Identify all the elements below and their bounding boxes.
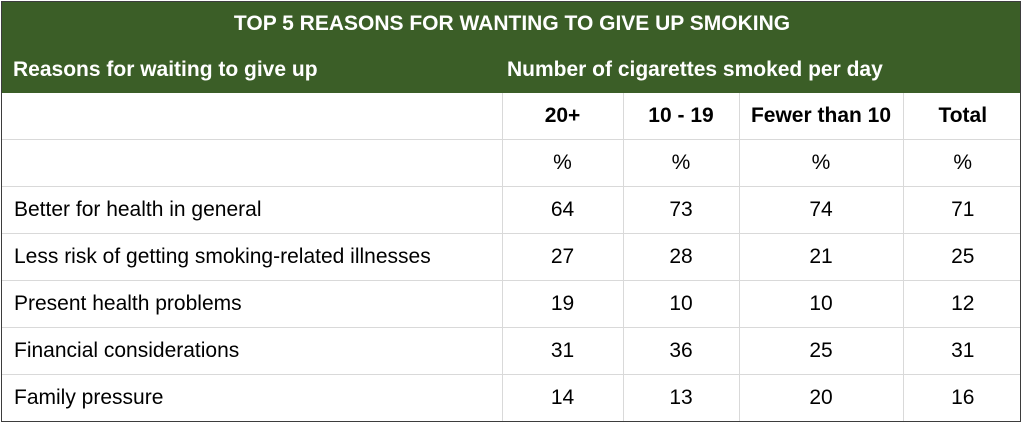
value-fewer-than-10: 10: [739, 280, 904, 328]
column-label-total: Total: [903, 93, 1020, 140]
value-total: 31: [903, 327, 1020, 375]
reasons-column-header: Reasons for waiting to give up: [2, 46, 502, 93]
table-row: Less risk of getting smoking-related ill…: [2, 233, 1020, 281]
value-10-19: 36: [623, 327, 740, 375]
table-row: Family pressure 14 13 20 16: [2, 374, 1020, 421]
value-total: 25: [903, 233, 1020, 281]
units-row: % % % %: [2, 139, 1020, 187]
reason-label: Financial considerations: [2, 327, 503, 375]
unit-percent: %: [623, 139, 740, 187]
table-row: Financial considerations 31 36 25 31: [2, 327, 1020, 375]
table-title: TOP 5 REASONS FOR WANTING TO GIVE UP SMO…: [2, 2, 1020, 46]
empty-cell: [2, 93, 503, 140]
reason-label: Present health problems: [2, 280, 503, 328]
value-10-19: 10: [623, 280, 740, 328]
value-total: 12: [903, 280, 1020, 328]
value-10-19: 28: [623, 233, 740, 281]
value-10-19: 13: [623, 374, 740, 421]
value-20-plus: 64: [502, 186, 624, 234]
value-20-plus: 31: [502, 327, 624, 375]
column-label-10-19: 10 - 19: [623, 93, 740, 140]
reason-label: Family pressure: [2, 374, 503, 421]
value-20-plus: 19: [502, 280, 624, 328]
column-labels-row: 20+ 10 - 19 Fewer than 10 Total: [2, 93, 1020, 140]
column-label-fewer-than-10: Fewer than 10: [739, 93, 904, 140]
unit-percent: %: [502, 139, 624, 187]
value-20-plus: 27: [502, 233, 624, 281]
value-fewer-than-10: 21: [739, 233, 904, 281]
value-fewer-than-10: 25: [739, 327, 904, 375]
column-label-20-plus: 20+: [502, 93, 624, 140]
unit-percent: %: [739, 139, 904, 187]
value-10-19: 73: [623, 186, 740, 234]
cigarettes-per-day-header: Number of cigarettes smoked per day: [502, 46, 1020, 93]
value-20-plus: 14: [502, 374, 624, 421]
value-total: 16: [951, 386, 975, 409]
value-fewer-than-10: 20: [739, 374, 904, 421]
unit-percent: %: [903, 139, 1020, 187]
empty-cell: [2, 139, 503, 187]
reason-label: Better for health in general: [2, 186, 503, 234]
value-fewer-than-10: 74: [739, 186, 904, 234]
table-row: Present health problems 19 10 10 12: [2, 280, 1020, 328]
value-total: 71: [903, 186, 1020, 234]
header-row: Reasons for waiting to give up Number of…: [2, 46, 1020, 93]
title-row: TOP 5 REASONS FOR WANTING TO GIVE UP SMO…: [2, 2, 1020, 46]
reason-label: Less risk of getting smoking-related ill…: [2, 233, 503, 281]
table-row: Better for health in general 64 73 74 71: [2, 186, 1020, 234]
